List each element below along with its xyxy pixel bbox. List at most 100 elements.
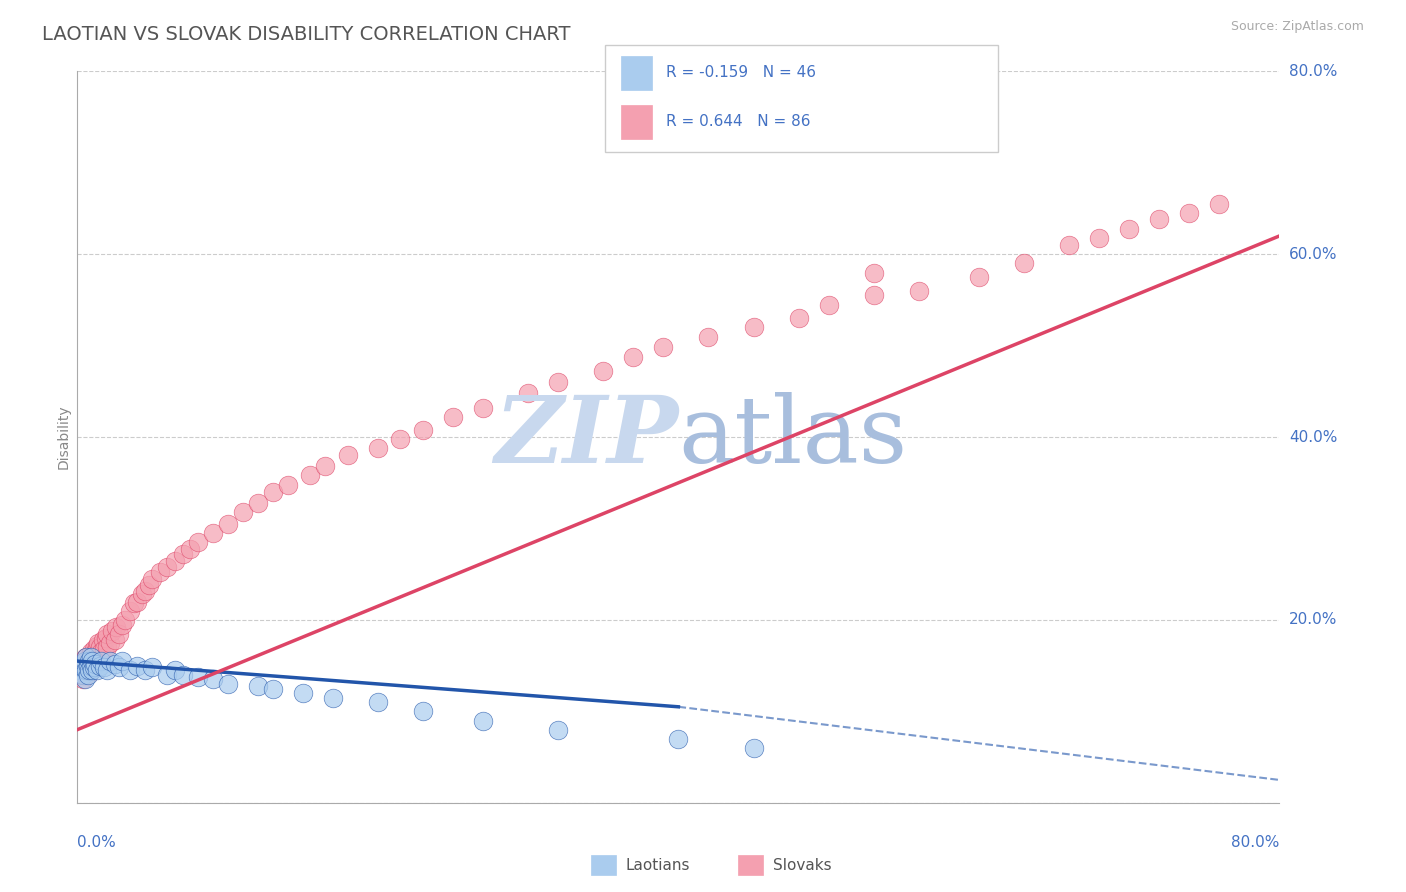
- Point: [72, 657, 94, 671]
- Point: [186, 670, 209, 684]
- Point: [291, 686, 314, 700]
- Point: [114, 613, 136, 627]
- Point: [82, 649, 104, 664]
- Point: [73, 673, 96, 687]
- Point: [1118, 221, 1140, 235]
- Point: [84, 658, 107, 673]
- Point: [141, 660, 163, 674]
- Point: [131, 587, 153, 601]
- Point: [314, 459, 336, 474]
- Point: [83, 654, 105, 668]
- Point: [621, 350, 644, 364]
- Point: [742, 320, 765, 334]
- Point: [262, 681, 284, 696]
- Text: Slovaks: Slovaks: [773, 858, 832, 872]
- Point: [82, 660, 104, 674]
- Point: [118, 604, 141, 618]
- Point: [172, 667, 194, 681]
- Point: [79, 651, 101, 665]
- Point: [93, 642, 115, 657]
- Point: [70, 658, 93, 673]
- Point: [73, 667, 96, 681]
- Point: [83, 642, 105, 657]
- Text: R = -0.159   N = 46: R = -0.159 N = 46: [666, 65, 817, 80]
- Point: [79, 665, 101, 680]
- Text: 60.0%: 60.0%: [1289, 247, 1337, 261]
- Text: R = 0.644   N = 86: R = 0.644 N = 86: [666, 114, 811, 129]
- Point: [86, 651, 108, 665]
- Point: [100, 654, 122, 668]
- Point: [138, 578, 160, 592]
- Point: [412, 705, 434, 719]
- Point: [80, 649, 103, 664]
- Point: [787, 311, 810, 326]
- Point: [186, 535, 209, 549]
- Point: [389, 432, 412, 446]
- Point: [82, 663, 104, 677]
- Point: [89, 654, 111, 668]
- Point: [967, 270, 990, 285]
- Point: [73, 654, 96, 668]
- Point: [262, 485, 284, 500]
- Point: [76, 660, 98, 674]
- Point: [80, 645, 103, 659]
- Point: [141, 572, 163, 586]
- Point: [862, 266, 884, 280]
- Point: [83, 660, 105, 674]
- Point: [1057, 238, 1080, 252]
- Point: [299, 468, 322, 483]
- Point: [472, 714, 495, 728]
- Point: [96, 640, 118, 655]
- Point: [547, 723, 569, 737]
- Point: [104, 657, 127, 671]
- Point: [127, 594, 149, 608]
- Text: Source: ZipAtlas.com: Source: ZipAtlas.com: [1230, 20, 1364, 33]
- Point: [84, 657, 107, 671]
- Point: [69, 663, 91, 677]
- Text: ZIP: ZIP: [494, 392, 679, 482]
- Point: [217, 677, 239, 691]
- Point: [87, 649, 110, 664]
- Point: [80, 658, 103, 673]
- Point: [668, 731, 690, 746]
- Point: [108, 626, 131, 640]
- Point: [86, 663, 108, 677]
- Point: [172, 547, 194, 561]
- Point: [277, 477, 299, 491]
- Point: [84, 645, 107, 659]
- Y-axis label: Disability: Disability: [56, 405, 70, 469]
- Text: 80.0%: 80.0%: [1289, 64, 1337, 78]
- Point: [108, 660, 131, 674]
- Point: [908, 284, 931, 298]
- Point: [89, 658, 111, 673]
- Point: [79, 663, 101, 677]
- Text: Laotians: Laotians: [626, 858, 690, 872]
- Point: [72, 667, 94, 681]
- Point: [1012, 256, 1035, 270]
- Point: [156, 560, 179, 574]
- Point: [80, 658, 103, 673]
- Point: [1088, 231, 1111, 245]
- Point: [100, 636, 122, 650]
- Point: [93, 660, 115, 674]
- Point: [134, 663, 156, 677]
- Point: [90, 654, 112, 668]
- Text: atlas: atlas: [679, 392, 908, 482]
- Text: 40.0%: 40.0%: [1289, 430, 1337, 444]
- Point: [246, 679, 269, 693]
- Point: [76, 667, 98, 681]
- Text: LAOTIAN VS SLOVAK DISABILITY CORRELATION CHART: LAOTIAN VS SLOVAK DISABILITY CORRELATION…: [42, 25, 571, 44]
- Point: [76, 658, 98, 673]
- Text: 20.0%: 20.0%: [1289, 613, 1337, 627]
- Point: [91, 633, 114, 648]
- Point: [163, 663, 186, 677]
- Point: [89, 640, 111, 655]
- Point: [111, 617, 134, 632]
- Point: [73, 651, 96, 665]
- Point: [127, 658, 149, 673]
- Point: [72, 673, 94, 687]
- Point: [592, 364, 614, 378]
- Point: [652, 341, 675, 355]
- Point: [134, 583, 156, 598]
- Point: [96, 626, 118, 640]
